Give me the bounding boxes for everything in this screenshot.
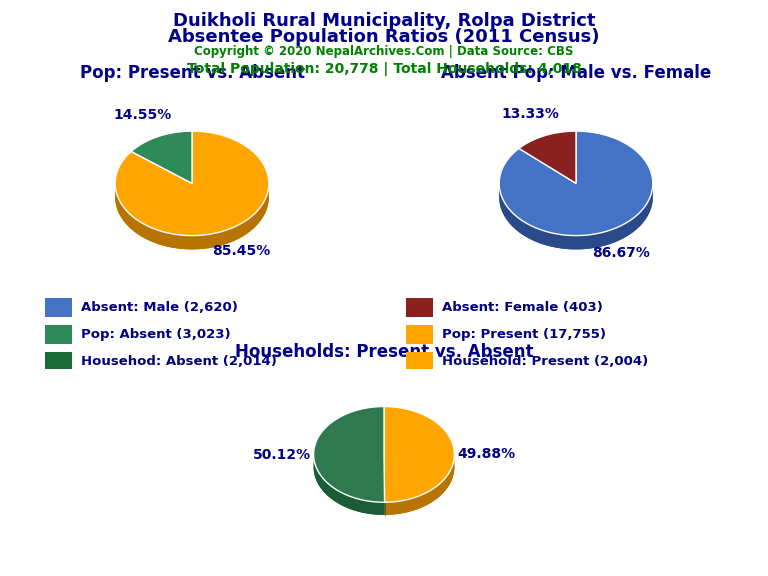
Polygon shape <box>313 454 385 515</box>
Title: Pop: Present vs. Absent: Pop: Present vs. Absent <box>80 64 304 82</box>
Polygon shape <box>519 131 576 183</box>
Text: 50.12%: 50.12% <box>253 448 311 462</box>
Polygon shape <box>115 183 269 249</box>
Title: Households: Present vs. Absent: Households: Present vs. Absent <box>235 343 533 361</box>
Text: 85.45%: 85.45% <box>212 244 270 258</box>
Text: Househod: Absent (2,014): Househod: Absent (2,014) <box>81 355 276 367</box>
Text: Pop: Present (17,755): Pop: Present (17,755) <box>442 328 606 341</box>
Text: Total Population: 20,778 | Total Households: 4,018: Total Population: 20,778 | Total Househo… <box>187 62 581 75</box>
Polygon shape <box>499 131 653 236</box>
Text: 14.55%: 14.55% <box>114 108 172 123</box>
Polygon shape <box>115 145 269 249</box>
Polygon shape <box>519 145 576 197</box>
Text: 86.67%: 86.67% <box>592 245 650 260</box>
Polygon shape <box>131 145 192 197</box>
Polygon shape <box>499 183 653 249</box>
Text: Household: Present (2,004): Household: Present (2,004) <box>442 355 648 367</box>
Polygon shape <box>313 419 385 515</box>
FancyBboxPatch shape <box>406 352 433 370</box>
Polygon shape <box>313 407 385 502</box>
Polygon shape <box>131 131 192 183</box>
FancyBboxPatch shape <box>45 352 72 370</box>
Polygon shape <box>115 131 269 236</box>
Polygon shape <box>384 407 455 502</box>
Title: Absent Pop: Male vs. Female: Absent Pop: Male vs. Female <box>441 64 711 82</box>
Text: Absentee Population Ratios (2011 Census): Absentee Population Ratios (2011 Census) <box>168 28 600 46</box>
Text: Pop: Absent (3,023): Pop: Absent (3,023) <box>81 328 230 341</box>
FancyBboxPatch shape <box>45 298 72 317</box>
Text: Absent: Female (403): Absent: Female (403) <box>442 301 603 314</box>
Polygon shape <box>499 145 653 249</box>
FancyBboxPatch shape <box>406 325 433 343</box>
Text: Duikholi Rural Municipality, Rolpa District: Duikholi Rural Municipality, Rolpa Distr… <box>173 12 595 29</box>
Text: Copyright © 2020 NepalArchives.Com | Data Source: CBS: Copyright © 2020 NepalArchives.Com | Dat… <box>194 45 574 58</box>
Text: Absent: Male (2,620): Absent: Male (2,620) <box>81 301 237 314</box>
Polygon shape <box>384 419 455 515</box>
Text: 49.88%: 49.88% <box>457 447 515 461</box>
Text: 13.33%: 13.33% <box>502 107 560 121</box>
FancyBboxPatch shape <box>45 325 72 343</box>
Polygon shape <box>385 454 455 515</box>
FancyBboxPatch shape <box>406 298 433 317</box>
